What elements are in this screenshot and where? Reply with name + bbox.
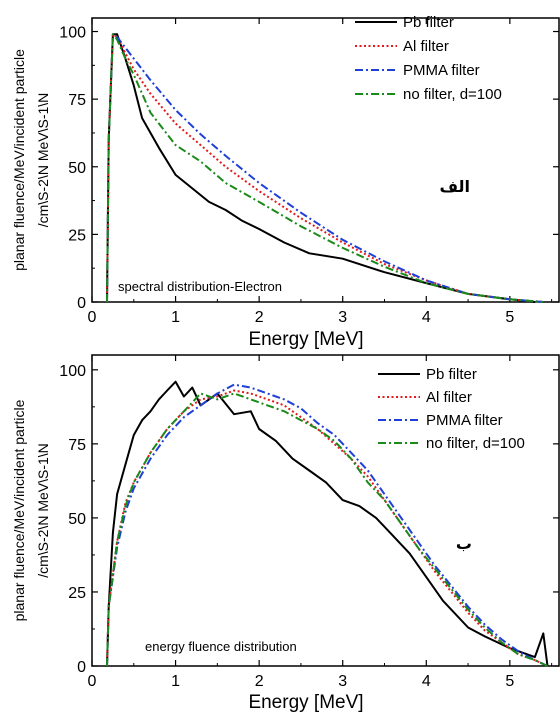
legend-label: no filter, d=100 [426,435,525,452]
y-axis-title-line2: /cm\S-2\N MeV\S-1\N [35,93,51,228]
y-tick-label: 25 [68,585,86,602]
x-tick-label: 3 [338,673,347,690]
y-axis-title-line1: planar fluence/MeV/incident particle [11,49,27,271]
x-axis-title: Energy [MeV] [248,329,363,350]
x-tick-label: 0 [88,309,97,326]
x-tick-label: 4 [422,309,431,326]
series-line-pb-filter [106,380,549,667]
y-axis-title-line2: /cm\S-2\N MeV\S-1\N [35,443,51,578]
series-line-no-filter-d-100 [106,33,544,303]
series-line-no-filter-d-100 [106,392,548,667]
y-tick-label: 75 [68,437,86,454]
series-line-pmma-filter [106,383,548,667]
y-tick-label: 25 [68,227,86,244]
y-axis-title-line1: planar fluence/MeV/incident particle [11,399,27,621]
x-tick-label: 1 [171,309,180,326]
plot-annotation: energy fluence distribution [145,639,297,654]
plot-frame [91,354,560,667]
y-tick-label: 100 [59,363,86,380]
x-axis-title: Energy [MeV] [248,692,363,713]
legend-label: Al filter [403,38,449,55]
x-tick-label: 1 [171,673,180,690]
x-tick-label: 5 [505,309,514,326]
legend-label: PMMA filter [403,62,480,79]
plot-frame [91,17,560,303]
x-tick-label: 2 [255,309,264,326]
y-tick-label: 75 [68,92,86,109]
panel-label: الف [439,177,470,196]
y-tick-label: 0 [77,295,86,312]
x-tick-label: 4 [422,673,431,690]
x-tick-label: 5 [505,673,514,690]
x-tick-label: 3 [338,309,347,326]
series-line-pb-filter [106,33,536,303]
y-tick-label: 100 [59,25,86,42]
plot-annotation: spectral distribution-Electron [118,279,282,294]
legend-label: Pb filter [426,366,477,383]
y-tick-label: 0 [77,659,86,676]
series-line-al-filter [106,389,548,667]
x-tick-label: 2 [255,673,264,690]
y-tick-label: 50 [68,511,86,528]
legend-label: Al filter [426,389,472,406]
panel-label: ب [456,534,472,553]
y-tick-label: 50 [68,160,86,177]
x-tick-label: 0 [88,673,97,690]
series-line-pmma-filter [106,33,544,303]
legend-label: PMMA filter [426,412,503,429]
legend-label: no filter, d=100 [403,86,502,103]
legend-label: Pb filter [403,14,454,31]
series-line-al-filter [106,33,544,303]
